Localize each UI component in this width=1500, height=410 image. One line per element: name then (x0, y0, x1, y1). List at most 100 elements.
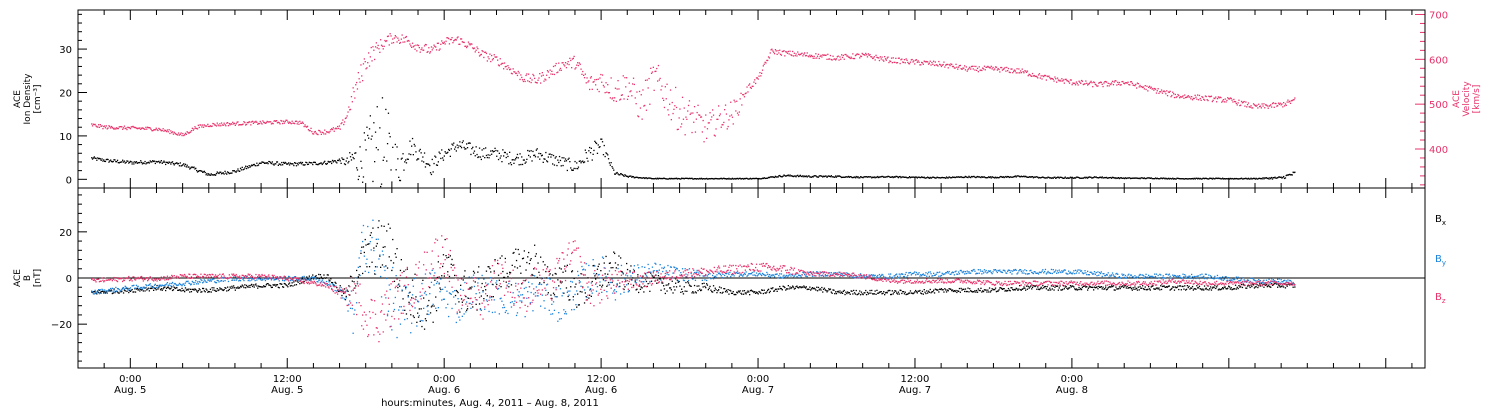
data-point (1043, 176, 1045, 179)
data-point (330, 129, 332, 131)
data-point (788, 175, 790, 177)
data-point (1147, 177, 1149, 179)
data-point (489, 297, 491, 299)
data-point (561, 157, 563, 159)
data-point (544, 78, 546, 80)
data-point (703, 275, 705, 277)
data-point (1258, 177, 1260, 180)
data-point (268, 277, 270, 280)
data-point (669, 287, 671, 289)
data-point (975, 176, 977, 179)
data-point (1281, 177, 1283, 179)
data-point (1119, 84, 1121, 86)
data-point (446, 290, 448, 292)
data-point (1217, 96, 1219, 98)
data-point (602, 257, 605, 259)
data-point (1046, 177, 1048, 179)
data-point (769, 290, 771, 292)
data-point (1042, 285, 1044, 287)
data-point (220, 288, 223, 290)
data-point (1285, 284, 1287, 286)
data-point (292, 122, 294, 124)
data-point (901, 176, 903, 178)
data-point (430, 46, 433, 48)
data-point (493, 270, 495, 272)
data-point (215, 282, 218, 284)
data-point (225, 172, 227, 174)
data-point (1261, 178, 1263, 180)
data-point (761, 289, 764, 291)
data-point (708, 287, 710, 289)
data-point (275, 163, 277, 165)
data-point (921, 290, 924, 292)
data-point (889, 60, 891, 62)
data-point (454, 294, 457, 297)
data-point (933, 289, 935, 291)
data-point (493, 54, 495, 56)
data-point (374, 161, 376, 163)
data-point (232, 121, 234, 123)
data-point (367, 243, 369, 245)
data-point (785, 175, 787, 177)
data-point (415, 296, 417, 298)
data-point (462, 279, 464, 281)
data-point (1150, 286, 1152, 288)
data-point (646, 177, 648, 180)
data-point (767, 177, 769, 179)
data-point (723, 271, 725, 273)
data-point (743, 96, 746, 98)
data-point (1234, 100, 1236, 103)
data-point (573, 167, 575, 170)
data-point (531, 160, 533, 162)
data-point (258, 285, 261, 288)
data-point (640, 177, 642, 179)
data-point (774, 49, 777, 51)
data-point (525, 161, 527, 163)
data-point (786, 175, 788, 177)
data-point (1138, 177, 1140, 179)
data-point (466, 301, 468, 303)
data-point (957, 290, 959, 292)
data-point (985, 177, 987, 179)
data-point (516, 153, 519, 156)
data-point (908, 176, 911, 178)
data-point (1121, 177, 1123, 179)
data-point (796, 175, 798, 177)
data-point (224, 170, 226, 172)
data-point (1232, 288, 1234, 290)
data-point (277, 121, 279, 123)
data-point (388, 44, 390, 46)
data-point (825, 54, 827, 56)
data-point (511, 301, 513, 303)
data-point (387, 35, 390, 37)
data-point (488, 58, 490, 60)
data-point (823, 287, 826, 289)
data-point (792, 175, 794, 177)
data-point (327, 160, 329, 163)
data-point (1010, 287, 1012, 289)
data-point (706, 275, 709, 277)
data-point (1033, 74, 1035, 77)
data-point (1219, 177, 1221, 180)
data-point (399, 306, 401, 308)
data-point (219, 277, 221, 279)
data-point (650, 280, 653, 282)
data-point (600, 138, 602, 140)
data-point (1291, 283, 1293, 285)
data-point (822, 176, 824, 178)
data-point (220, 280, 223, 282)
data-point (718, 178, 721, 180)
data-point (530, 258, 532, 260)
data-point (401, 157, 403, 159)
data-point (1228, 285, 1230, 287)
data-point (986, 177, 988, 179)
data-point (859, 176, 862, 178)
data-point (988, 66, 990, 68)
data-point (720, 287, 722, 289)
data-point (1152, 178, 1154, 180)
data-point (507, 312, 509, 315)
data-point (99, 289, 101, 291)
data-point (594, 275, 596, 277)
data-point (214, 290, 217, 292)
data-point (995, 177, 998, 179)
